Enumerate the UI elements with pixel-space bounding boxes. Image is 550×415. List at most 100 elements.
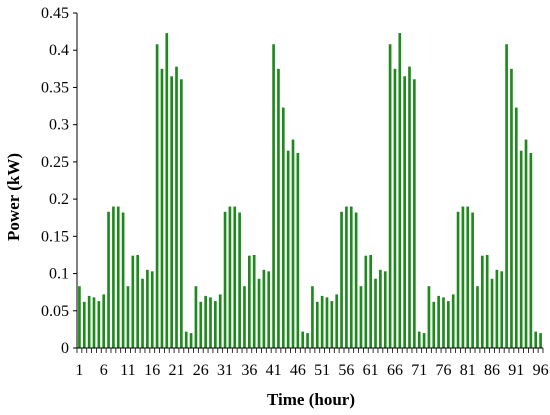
bar bbox=[262, 269, 266, 348]
x-tick-label: 61 bbox=[363, 362, 379, 379]
y-tick-label: 0.2 bbox=[49, 191, 69, 208]
x-tick-label: 51 bbox=[314, 362, 330, 379]
x-tick-label: 1 bbox=[75, 362, 83, 379]
bar bbox=[393, 68, 397, 348]
bar bbox=[447, 301, 450, 348]
y-tick-label: 0.15 bbox=[41, 228, 69, 245]
bar bbox=[335, 294, 339, 348]
bar bbox=[519, 150, 523, 348]
bar bbox=[150, 271, 154, 348]
bar bbox=[471, 212, 474, 348]
bar bbox=[422, 333, 426, 348]
bar bbox=[456, 211, 460, 348]
bar bbox=[306, 333, 309, 348]
y-tick-label: 0.3 bbox=[49, 117, 69, 134]
bar bbox=[199, 301, 203, 348]
y-tick-label: 0.25 bbox=[41, 154, 69, 171]
x-tick-label: 21 bbox=[169, 362, 185, 379]
bar bbox=[252, 254, 256, 348]
bar bbox=[184, 331, 188, 348]
bar bbox=[500, 271, 504, 348]
bar bbox=[388, 44, 392, 349]
bar bbox=[257, 278, 261, 348]
bar bbox=[272, 44, 275, 349]
x-tick-label: 66 bbox=[387, 362, 403, 379]
bar bbox=[189, 333, 193, 348]
bar bbox=[102, 294, 106, 348]
bar bbox=[514, 107, 518, 349]
bar bbox=[403, 76, 406, 349]
bar bbox=[369, 254, 373, 348]
bar bbox=[141, 278, 144, 348]
y-tick-label: 0.4 bbox=[49, 42, 69, 59]
bar bbox=[78, 286, 81, 348]
bar bbox=[485, 254, 489, 348]
bar bbox=[121, 212, 125, 348]
bar bbox=[495, 269, 499, 348]
y-tick-label: 0 bbox=[61, 340, 69, 357]
bar bbox=[97, 301, 101, 348]
bar bbox=[354, 212, 358, 348]
bar bbox=[194, 286, 198, 348]
x-tick-label: 86 bbox=[484, 362, 500, 379]
x-tick-label: 91 bbox=[508, 362, 524, 379]
bar bbox=[340, 211, 343, 348]
bar bbox=[325, 297, 329, 348]
bar bbox=[296, 152, 300, 348]
bar bbox=[243, 286, 246, 348]
x-tick-label: 11 bbox=[120, 362, 135, 379]
bar bbox=[238, 212, 241, 348]
bar bbox=[359, 286, 363, 348]
x-tick-label: 41 bbox=[266, 362, 282, 379]
x-tick-label: 76 bbox=[435, 362, 451, 379]
bar bbox=[398, 33, 402, 348]
bar bbox=[281, 107, 285, 349]
bar bbox=[529, 152, 533, 348]
x-axis-title: Time (hour) bbox=[267, 390, 355, 409]
bar bbox=[466, 206, 470, 348]
bar bbox=[136, 254, 140, 348]
bar bbox=[490, 278, 494, 348]
bar bbox=[126, 286, 130, 348]
y-tick-label: 0.05 bbox=[41, 303, 69, 320]
bar bbox=[539, 333, 542, 348]
bar bbox=[451, 294, 455, 348]
x-axis-ticks: 1 6 11 16 21 26 31 36 41 46 51 56 61 66 71 76 81 86 91 96 bbox=[75, 348, 549, 379]
bar bbox=[165, 33, 169, 348]
bar bbox=[379, 269, 382, 348]
bar-series bbox=[78, 33, 542, 349]
x-tick-label: 81 bbox=[460, 362, 476, 379]
bar bbox=[160, 68, 164, 348]
bar bbox=[315, 301, 319, 348]
bar bbox=[180, 79, 183, 348]
bar bbox=[175, 66, 178, 348]
bar bbox=[311, 286, 314, 348]
bar bbox=[534, 331, 538, 348]
bar bbox=[461, 206, 465, 348]
bar bbox=[427, 286, 431, 348]
bar bbox=[228, 206, 232, 348]
bar bbox=[116, 206, 120, 348]
bar bbox=[204, 295, 207, 348]
bar bbox=[480, 255, 484, 348]
x-tick-label: 56 bbox=[338, 362, 354, 379]
bar bbox=[92, 297, 96, 348]
bar bbox=[432, 301, 436, 348]
bar bbox=[87, 295, 91, 348]
y-tick-label: 0.45 bbox=[41, 5, 69, 22]
y-tick-label: 0.35 bbox=[41, 79, 69, 96]
bar bbox=[277, 68, 280, 348]
bar bbox=[417, 331, 421, 348]
bar bbox=[413, 79, 416, 348]
bar bbox=[349, 206, 353, 348]
bar bbox=[476, 286, 479, 348]
x-tick-label: 36 bbox=[241, 362, 257, 379]
x-tick-label: 16 bbox=[144, 362, 160, 379]
x-tick-label: 46 bbox=[290, 362, 306, 379]
y-axis-ticks: 0 0.05 0.1 0.15 0.2 0.25 0.3 0.35 0.4 0.45 bbox=[41, 5, 77, 357]
bar bbox=[223, 211, 227, 348]
bar bbox=[383, 271, 387, 348]
bar bbox=[107, 211, 110, 348]
bar bbox=[364, 255, 368, 348]
